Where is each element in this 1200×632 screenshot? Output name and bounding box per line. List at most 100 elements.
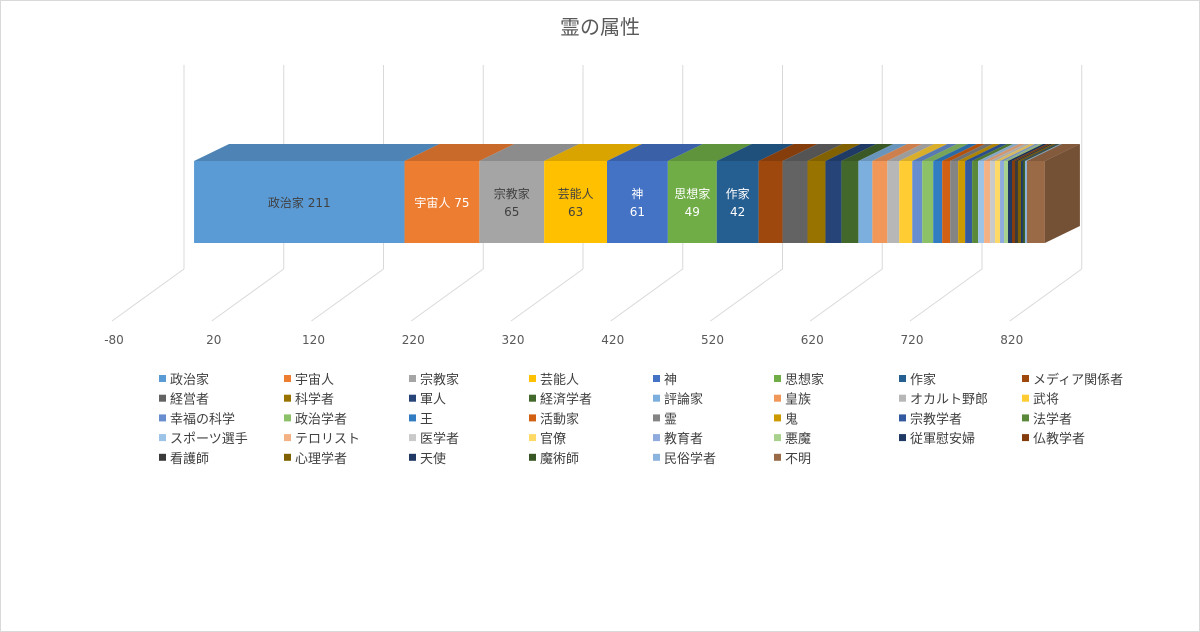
legend-item-31: 仏教学者: [1022, 431, 1085, 447]
legend-swatch-7: [1022, 375, 1029, 382]
legend-swatch-10: [409, 394, 416, 402]
bar-segment-2: [479, 144, 580, 243]
x-tick-label-8: 720: [901, 333, 924, 347]
legend-item-26: 医学者: [409, 431, 459, 447]
legend-label-35: 魔術師: [540, 452, 579, 467]
legend-label-3: 芸能人: [540, 372, 579, 388]
bar-front-21: [958, 161, 966, 243]
bar-top-8: [782, 144, 843, 161]
bar-top-6: [716, 144, 794, 161]
bar-top-16: [912, 144, 958, 161]
bar-top-24: [978, 144, 1020, 161]
bar-front-25: [984, 161, 991, 243]
x-tick-label-7: 620: [801, 333, 824, 347]
legend-item-19: 活動家: [529, 411, 579, 427]
x-tick-label-1: 20: [206, 333, 221, 347]
legend-item-22: 宗教学者: [899, 411, 962, 427]
legend-swatch-23: [1022, 414, 1029, 422]
bar-front-22: [965, 161, 973, 243]
bar-top-2: [479, 144, 580, 161]
bar-segment-27: [995, 144, 1036, 243]
bar-front-23: [972, 161, 979, 243]
bar-front-24: [978, 161, 985, 243]
bar-top-29: [1004, 144, 1044, 161]
legend-swatch-11: [529, 394, 536, 402]
legend-label-13: 皇族: [785, 392, 811, 408]
bar-top-0: [194, 144, 440, 161]
bar-segment-35: [1022, 144, 1060, 243]
bar-front-11: [841, 161, 859, 243]
legend-label-31: 仏教学者: [1033, 431, 1085, 447]
bar-segment-0: [194, 144, 440, 243]
legend-swatch-37: [774, 453, 781, 461]
bar-segment-3: [544, 144, 643, 243]
bar-top-1: [404, 144, 515, 161]
legend-label-34: 天使: [420, 451, 446, 467]
bar-front-10: [825, 161, 842, 243]
legend-swatch-12: [653, 394, 660, 402]
floor-gridline-1: [211, 268, 285, 322]
bar-front-15: [899, 161, 913, 243]
bar-segment-25: [984, 144, 1026, 243]
legend-swatch-25: [284, 434, 291, 442]
data-label-0: 政治家 211: [268, 195, 331, 210]
legend-swatch-4: [653, 375, 660, 382]
legend-swatch-36: [653, 453, 660, 461]
legend-swatch-18: [409, 414, 416, 422]
bar-front-9: [807, 161, 826, 243]
bar-segment-19: [942, 144, 986, 243]
legend-label-12: 評論家: [664, 392, 703, 408]
bar-front-4: [607, 161, 668, 243]
bar-top-34: [1020, 144, 1058, 161]
bar-front-7: [758, 161, 783, 243]
legend-label-33: 心理学者: [295, 451, 347, 467]
bar-segment-11: [841, 144, 894, 243]
legend-label-0: 政治家: [170, 372, 209, 388]
legend-item-28: 教育者: [653, 431, 703, 447]
legend-label-5: 思想家: [785, 372, 824, 388]
floor-gridline-2: [311, 268, 384, 322]
bar-top-21: [958, 144, 1001, 161]
legend-label-22: 宗教学者: [910, 411, 962, 427]
bar-front-34: [1020, 161, 1023, 243]
legend-swatch-6: [899, 375, 906, 382]
bar-top-4: [607, 144, 703, 161]
legend-swatch-14: [899, 394, 906, 402]
legend-swatch-28: [653, 434, 660, 442]
bar-front-13: [872, 161, 888, 243]
bar-top-26: [990, 144, 1031, 161]
legend-item-23: 法学者: [1022, 411, 1072, 427]
legend-swatch-3: [529, 375, 536, 382]
bar-front-0: [194, 161, 405, 243]
legend-item-18: 王: [409, 412, 433, 427]
legend-label-15: 武将: [1033, 393, 1059, 408]
stacked-bar: [194, 144, 1080, 243]
legend-item-8: 経営者: [159, 393, 209, 408]
legend-label-2: 宗教家: [420, 372, 459, 388]
bar-top-19: [942, 144, 986, 161]
legend-label-11: 経済学者: [540, 392, 592, 408]
bar-front-5: [667, 161, 717, 243]
bar-segment-12: [858, 144, 908, 243]
bar-segment-24: [978, 144, 1020, 243]
bar-front-26: [990, 161, 996, 243]
bar-front-36: [1024, 161, 1027, 243]
legend-item-32: 看護師: [159, 451, 209, 467]
bar-front-18: [933, 161, 943, 243]
bar-front-3: [544, 161, 608, 243]
bar-front-29: [1004, 161, 1009, 243]
bar-front-31: [1012, 161, 1015, 243]
bar-top-9: [807, 144, 861, 161]
legend-label-24: スポーツ選手: [170, 432, 248, 447]
bar-segment-32: [1014, 144, 1053, 243]
legend-item-0: 政治家: [159, 372, 209, 388]
legend-item-3: 芸能人: [529, 372, 579, 388]
bar-top-11: [841, 144, 894, 161]
legend-swatch-34: [409, 453, 416, 461]
legend-item-16: 幸福の科学: [159, 411, 235, 427]
legend-item-14: オカルト野郎: [899, 393, 988, 408]
legend-item-10: 軍人: [409, 393, 446, 408]
legend-label-21: 鬼: [785, 411, 798, 427]
legend-swatch-16: [159, 414, 166, 422]
